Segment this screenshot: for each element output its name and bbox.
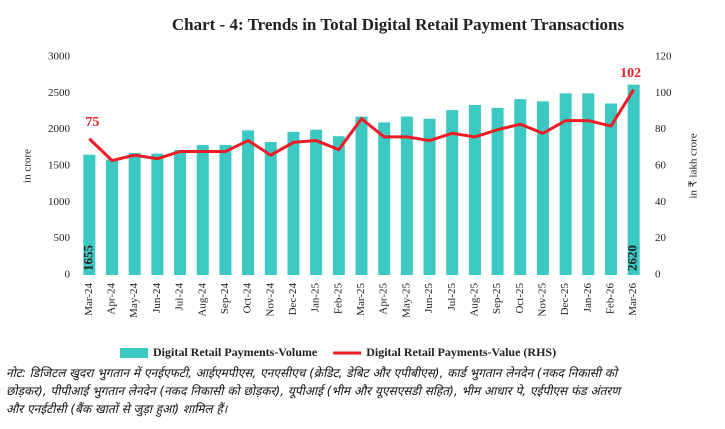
x-tick-label: Nov-25 bbox=[536, 283, 548, 317]
x-tick-label: Mar-25 bbox=[355, 283, 367, 316]
y2-tick-label: 100 bbox=[655, 87, 672, 99]
bar bbox=[151, 153, 164, 275]
y-tick-label: 0 bbox=[65, 269, 71, 281]
bar bbox=[287, 131, 300, 275]
bar bbox=[196, 144, 209, 275]
x-tick-label: Apr-25 bbox=[378, 283, 390, 315]
y-tick-label: 2500 bbox=[48, 87, 71, 99]
y2-tick-label: 60 bbox=[655, 160, 667, 172]
x-tick-label: Jul-25 bbox=[446, 283, 458, 311]
note-line: नोट: डिजिटल खुदरा भुगतान में एनईएफटी, आई… bbox=[6, 366, 618, 380]
x-tick-label: Jun-24 bbox=[151, 283, 163, 313]
x-tick-label: Mar-24 bbox=[83, 283, 95, 316]
bar bbox=[582, 93, 595, 275]
bar bbox=[514, 99, 527, 275]
note-line: और एनईटीसी (बैंक खातों से जुड़ा हुआ) शाम… bbox=[6, 402, 228, 416]
legend-label: Digital Retail Payments-Volume bbox=[153, 345, 318, 359]
bar bbox=[83, 154, 96, 275]
y2-axis-label: in ₹ lakh crore bbox=[688, 133, 700, 198]
bar bbox=[491, 107, 504, 275]
legend-swatch bbox=[120, 348, 148, 358]
data-label: 75 bbox=[85, 115, 99, 130]
y2-tick-label: 80 bbox=[655, 123, 667, 135]
x-tick-label: May-25 bbox=[400, 283, 412, 318]
bar bbox=[559, 93, 572, 275]
bar bbox=[423, 118, 436, 276]
y-axis-label: in crore bbox=[22, 149, 34, 183]
y-tick-label: 500 bbox=[54, 232, 71, 244]
data-label: 1655 bbox=[80, 245, 95, 272]
bar bbox=[128, 152, 141, 275]
x-tick-label: Dec-24 bbox=[287, 283, 299, 316]
bar bbox=[378, 122, 391, 276]
y2-tick-label: 120 bbox=[655, 51, 672, 63]
chart-title: Chart - 4: Trends in Total Digital Retai… bbox=[172, 15, 625, 34]
bar bbox=[332, 136, 345, 275]
x-tick-label: Dec-25 bbox=[559, 283, 571, 316]
x-tick-label: Oct-25 bbox=[514, 283, 526, 314]
y-tick-label: 3000 bbox=[48, 51, 71, 63]
bar bbox=[174, 150, 187, 275]
note-line: छोड़कर), पीपीआई भुगतान लेनदेन (नकद निकास… bbox=[6, 384, 620, 398]
x-tick-label: Oct-24 bbox=[242, 283, 254, 314]
x-tick-label: Aug-25 bbox=[468, 283, 480, 317]
bar bbox=[355, 116, 368, 275]
x-tick-label: Mar-26 bbox=[627, 283, 639, 316]
y2-tick-label: 40 bbox=[655, 196, 667, 208]
y2-tick-label: 20 bbox=[655, 232, 667, 244]
x-tick-label: Jul-24 bbox=[174, 283, 186, 311]
bar bbox=[400, 116, 413, 275]
x-tick-label: Sep-25 bbox=[491, 283, 503, 315]
bar bbox=[627, 84, 640, 275]
note: नोट: डिजिटल खुदरा भुगतान में एनईएफटी, आई… bbox=[6, 364, 721, 418]
bar bbox=[468, 104, 481, 276]
x-tick-label: Aug-24 bbox=[196, 283, 208, 317]
data-label: 2620 bbox=[625, 245, 640, 271]
line bbox=[88, 88, 635, 163]
x-tick-label: Sep-24 bbox=[219, 283, 231, 315]
x-tick-label: Jan-26 bbox=[582, 283, 594, 313]
x-tick-label: Feb-25 bbox=[332, 283, 344, 315]
x-tick-label: Apr-24 bbox=[106, 283, 118, 315]
bar bbox=[536, 101, 549, 276]
bar bbox=[446, 110, 459, 276]
x-tick-label: Feb-26 bbox=[605, 283, 617, 315]
bar bbox=[264, 142, 277, 275]
x-tick-label: May-24 bbox=[128, 283, 140, 318]
x-tick-label: Nov-24 bbox=[264, 283, 276, 317]
y-tick-label: 1000 bbox=[48, 196, 71, 208]
bar bbox=[604, 103, 617, 275]
y-tick-label: 1500 bbox=[48, 160, 71, 172]
bar bbox=[310, 129, 323, 275]
x-tick-label: Jan-25 bbox=[310, 283, 322, 313]
bar bbox=[242, 130, 255, 275]
chart: Chart - 4: Trends in Total Digital Retai… bbox=[22, 15, 700, 359]
bar bbox=[219, 144, 232, 275]
data-label: 102 bbox=[620, 66, 641, 81]
x-tick-label: Jun-25 bbox=[423, 283, 435, 313]
y-tick-label: 2000 bbox=[48, 123, 71, 135]
y2-tick-label: 0 bbox=[655, 269, 661, 281]
bar bbox=[106, 159, 119, 275]
legend-label: Digital Retail Payments-Value (RHS) bbox=[366, 345, 556, 359]
